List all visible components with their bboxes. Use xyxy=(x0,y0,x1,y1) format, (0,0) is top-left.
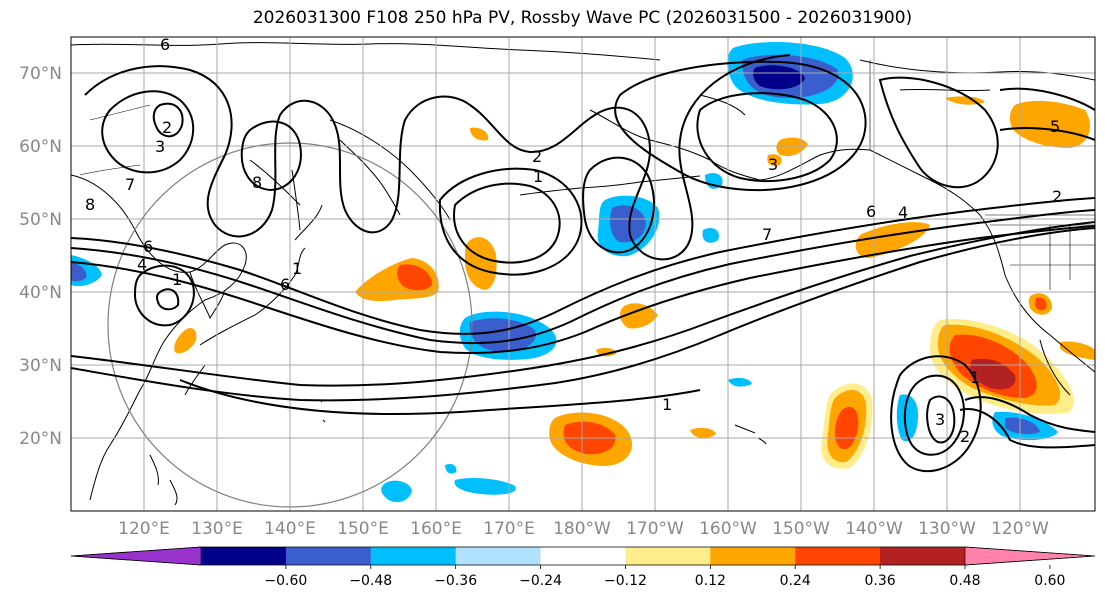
colorbar: −0.60 −0.48 −0.36 −0.24 −0.12 0.12 0.24 0.36 0.4… xyxy=(70,546,1096,589)
lon-label-120e: 120°E xyxy=(118,519,170,539)
borders xyxy=(79,60,1095,300)
lat-label-20n: 20°N xyxy=(19,429,62,449)
svg-text:7: 7 xyxy=(762,225,772,244)
lon-label-140w: 140°W xyxy=(845,519,903,539)
colorbar-tick-label: 0.48 xyxy=(949,573,980,589)
svg-text:8: 8 xyxy=(85,195,95,214)
pv-contours xyxy=(71,54,1095,473)
svg-text:7: 7 xyxy=(125,175,135,194)
coastlines xyxy=(71,42,1095,506)
svg-text:6: 6 xyxy=(143,237,153,256)
colorbar-swatch xyxy=(625,547,711,565)
map-title: 2026031300 F108 250 hPa PV, Rossby Wave … xyxy=(252,8,913,28)
svg-text:3: 3 xyxy=(768,155,778,174)
lon-label-180w: 180°W xyxy=(553,519,611,539)
lat-label-30n: 30°N xyxy=(19,356,62,376)
colorbar-tick-label: −0.24 xyxy=(519,573,562,589)
colorbar-tick-label: −0.12 xyxy=(604,573,647,589)
colorbar-swatch xyxy=(540,547,626,565)
svg-text:3: 3 xyxy=(935,410,945,429)
svg-text:8: 8 xyxy=(252,173,262,192)
svg-text:1: 1 xyxy=(172,270,182,289)
colorbar-swatch xyxy=(455,547,542,565)
colorbar-tick-label: −0.60 xyxy=(264,573,307,589)
svg-text:1: 1 xyxy=(533,167,543,186)
colorbar-tick-label: 0.36 xyxy=(865,573,896,589)
colorbar-extend-high xyxy=(964,546,1096,566)
svg-text:4: 4 xyxy=(137,255,147,274)
colorbar-extend-low xyxy=(70,546,202,566)
lat-label-70n: 70°N xyxy=(19,64,62,84)
colorbar-swatch xyxy=(201,547,287,565)
svg-text:6: 6 xyxy=(866,202,876,221)
lon-label-130e: 130°E xyxy=(191,519,243,539)
lon-label-150e: 150°E xyxy=(337,519,389,539)
lon-label-160w: 160°W xyxy=(699,519,757,539)
lon-label-170w: 170°W xyxy=(626,519,684,539)
colorbar-tick-label: 0.12 xyxy=(695,573,726,589)
longitude-labels: 120°E 130°E 140°E 150°E 160°E 170°E 180°… xyxy=(118,519,1049,539)
colorbar-swatch xyxy=(710,547,796,565)
contour-labels: 6 2 3 8 7 6 4 1 8 2 1 6 1 1 7 6 4 5 2 1 … xyxy=(85,35,1062,446)
svg-text:6: 6 xyxy=(280,275,290,294)
lon-label-120w: 120°W xyxy=(991,519,1049,539)
svg-text:4: 4 xyxy=(898,203,908,222)
reference-circle xyxy=(107,142,473,508)
lon-label-130w: 130°W xyxy=(918,519,976,539)
colorbar-swatch xyxy=(285,547,372,565)
colorbar-swatch xyxy=(880,547,966,565)
lat-label-60n: 60°N xyxy=(19,137,62,157)
svg-text:2: 2 xyxy=(960,427,970,446)
colorbar-swatch xyxy=(795,547,881,565)
svg-text:6: 6 xyxy=(160,35,170,54)
colorbar-tick-label: −0.36 xyxy=(434,573,477,589)
colorbar-swatch xyxy=(370,547,457,565)
lon-label-170e: 170°E xyxy=(483,519,535,539)
svg-text:2: 2 xyxy=(532,147,542,166)
latitude-labels: 70°N 60°N 50°N 40°N 30°N 20°N xyxy=(19,64,62,449)
svg-text:1: 1 xyxy=(662,395,672,414)
svg-text:2: 2 xyxy=(162,118,172,137)
lat-label-50n: 50°N xyxy=(19,210,62,230)
svg-text:5: 5 xyxy=(1050,117,1060,136)
colorbar-tick-label: 0.60 xyxy=(1034,573,1065,589)
lat-label-40n: 40°N xyxy=(19,283,62,303)
graticule xyxy=(71,37,1095,511)
lon-label-140e: 140°E xyxy=(264,519,316,539)
anomaly-shading xyxy=(71,42,1095,503)
map-frame xyxy=(70,36,1096,512)
lon-label-160e: 160°E xyxy=(410,519,462,539)
svg-text:3: 3 xyxy=(155,137,165,156)
lon-label-150w: 150°W xyxy=(772,519,830,539)
colorbar-tick-label: 0.24 xyxy=(780,573,811,589)
svg-text:1: 1 xyxy=(292,259,302,278)
colorbar-tick-label: −0.48 xyxy=(349,573,392,589)
colorbar-outline xyxy=(70,546,1096,566)
svg-text:1: 1 xyxy=(970,368,980,387)
svg-text:2: 2 xyxy=(1052,187,1062,206)
